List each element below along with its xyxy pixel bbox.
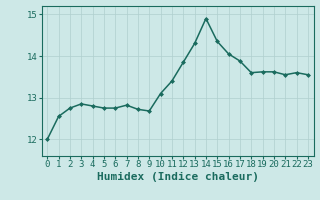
X-axis label: Humidex (Indice chaleur): Humidex (Indice chaleur) [97, 172, 259, 182]
